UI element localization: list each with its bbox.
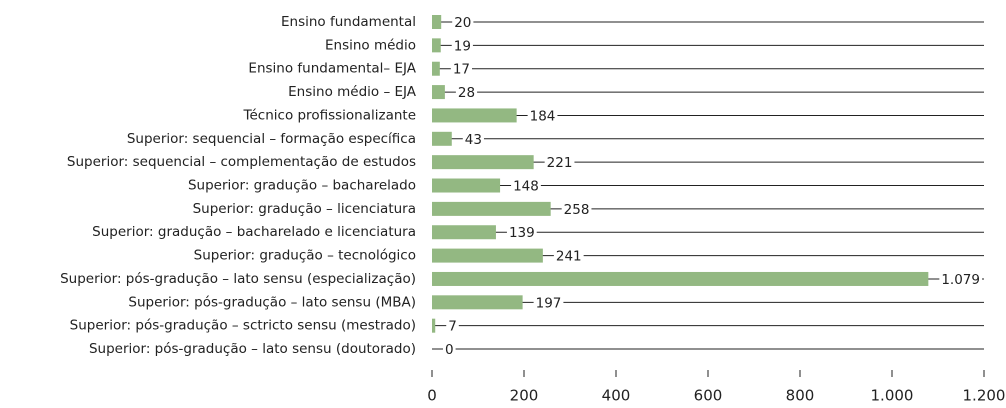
category-label: Superior: gradução – licenciatura: [193, 201, 416, 217]
value-label: 0: [445, 342, 454, 358]
value-label: 19: [454, 38, 471, 54]
value-label-bg: [450, 60, 473, 77]
category-label: Superior: pós-gradução – lato sensu (esp…: [60, 271, 416, 287]
bar: [432, 15, 442, 29]
value-label-bg: [533, 294, 564, 311]
x-tick-label: 600: [694, 387, 723, 405]
value-label-bg: [455, 84, 478, 101]
x-axis: 0 200 400 600 800 1.000 1.200: [427, 370, 1005, 405]
bar: [432, 85, 445, 100]
x-tick-label: 200: [510, 387, 539, 405]
value-label: 43: [465, 132, 482, 148]
bar: [432, 201, 551, 216]
bar: [432, 271, 929, 286]
value-label: 148: [513, 179, 539, 195]
value-label: 7: [448, 319, 457, 335]
value-label-bg: [443, 341, 456, 358]
bar: [432, 225, 496, 240]
category-label: Ensino médio – EJA: [288, 84, 417, 100]
bar: [432, 108, 517, 123]
value-label: 1.079: [941, 272, 980, 288]
x-tick-label: 800: [786, 387, 815, 405]
value-label: 197: [536, 295, 562, 311]
value-label-bg: [452, 14, 474, 30]
bar: [432, 38, 441, 53]
bar: [432, 295, 523, 310]
bar: [432, 61, 440, 76]
value-label: 139: [509, 225, 535, 241]
category-label: Superior: gradução – tecnológico: [194, 248, 416, 264]
value-label-bg: [511, 177, 541, 194]
category-label: Superior: sequencial – formação específi…: [127, 131, 416, 147]
category-label: Superior: pós-gradução – lato sensu (dou…: [89, 341, 416, 357]
category-label: Técnico profissionalizante: [243, 107, 416, 123]
value-label-bg: [561, 200, 592, 217]
value-label: 241: [556, 249, 582, 265]
bar: [432, 131, 452, 146]
value-label-bg: [446, 317, 459, 334]
category-label: Ensino médio: [325, 37, 416, 53]
value-label-bg: [939, 270, 982, 287]
value-label-bg: [462, 130, 484, 147]
bar: [432, 155, 534, 170]
value-label-bg: [506, 224, 537, 241]
category-label: Superior: pós-gradução – lato sensu (MBA…: [128, 294, 416, 310]
category-label: Superior: pós-gradução – sctricto sensu …: [70, 318, 416, 334]
x-tick-label: 1.000: [871, 387, 914, 405]
value-label: 184: [530, 108, 556, 124]
category-label: Ensino fundamental: [281, 14, 416, 30]
bar: [432, 178, 501, 193]
x-tick-label: 0: [427, 387, 437, 405]
category-label: Superior: gradução – bacharelado e licen…: [92, 224, 416, 240]
x-tick-label: 400: [602, 387, 631, 405]
value-label-bg: [451, 37, 473, 54]
value-label-bg: [527, 107, 558, 124]
bar: [432, 318, 436, 333]
value-label: 258: [564, 202, 590, 218]
value-label-bg: [553, 247, 584, 264]
value-label: 17: [453, 62, 470, 78]
category-label: Superior: gradução – bacharelado: [188, 178, 416, 194]
value-label: 20: [454, 15, 471, 31]
category-label: Ensino fundamental– EJA: [248, 61, 416, 77]
value-label-bg: [544, 154, 575, 171]
bar: [432, 248, 543, 263]
value-label: 28: [458, 85, 475, 101]
category-label: Superior: sequencial – complementação de…: [67, 154, 416, 170]
x-tick-label: 1.200: [963, 387, 1006, 405]
value-label: 221: [547, 155, 573, 171]
